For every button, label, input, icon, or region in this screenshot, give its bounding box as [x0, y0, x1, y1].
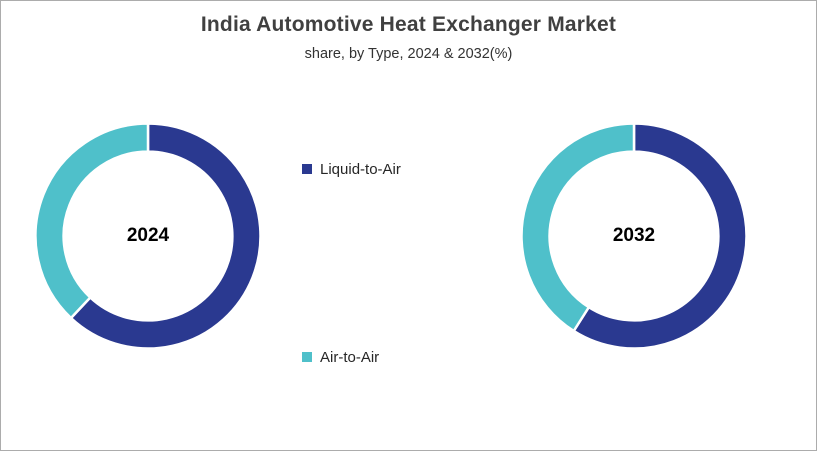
legend-swatch-air-to-air-icon: [302, 352, 312, 362]
donut-chart-2032: 2032: [520, 122, 748, 350]
legend-label-liquid-to-air: Liquid-to-Air: [320, 160, 401, 178]
donut-slice-air-to-air: [34, 122, 150, 320]
legend: Liquid-to-Air Air-to-Air: [302, 159, 452, 367]
donut-chart-2024: 2024: [34, 122, 262, 350]
chart-subtitle: share, by Type, 2024 & 2032(%): [304, 46, 513, 62]
donut-chart-2032-svg: [520, 122, 748, 350]
legend-label-air-to-air: Air-to-Air: [320, 348, 380, 366]
chart-title: India Automotive Heat Exchanger Market: [200, 13, 617, 36]
legend-item-air-to-air: Air-to-Air: [302, 347, 452, 367]
legend-item-liquid-to-air: Liquid-to-Air: [302, 159, 452, 179]
legend-swatch-liquid-to-air-icon: [302, 164, 312, 174]
donut-slice-air-to-air: [520, 122, 636, 333]
donut-chart-2024-svg: [34, 122, 262, 350]
donut-slice-liquid-to-air: [69, 122, 262, 350]
donut-slice-liquid-to-air: [572, 122, 748, 350]
